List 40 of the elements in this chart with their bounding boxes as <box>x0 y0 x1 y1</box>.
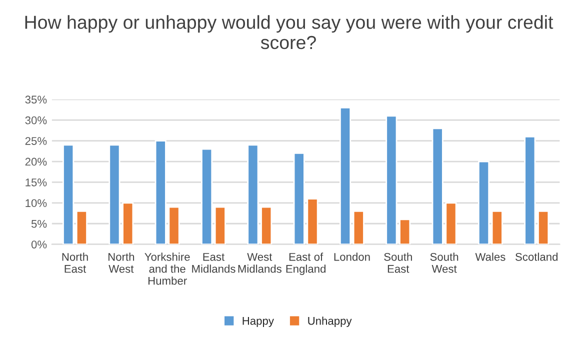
bar <box>352 210 364 244</box>
chart-title: How happy or unhappy would you say you were with your credit score? <box>25 15 554 50</box>
bar <box>340 107 352 244</box>
x-tick-label: North West <box>108 252 134 273</box>
y-tick-label: 25% <box>25 137 47 145</box>
bar <box>108 144 120 244</box>
bar <box>168 206 180 244</box>
x-tick-label: West Midlands <box>238 253 282 273</box>
x-tick-label: South East <box>384 252 412 273</box>
y-tick-label: 30% <box>25 116 47 124</box>
bar <box>154 140 166 244</box>
x-tick-label: East Midlands <box>192 253 236 273</box>
bar <box>214 206 226 244</box>
y-tick-label: 20% <box>25 158 47 166</box>
bar <box>386 115 398 244</box>
bar <box>260 206 272 244</box>
bar <box>247 144 259 244</box>
bar <box>122 202 134 244</box>
bar <box>538 210 550 244</box>
bar <box>524 136 536 244</box>
bar <box>201 148 213 244</box>
y-tick-label: 35% <box>25 96 47 104</box>
x-tick-label: East of England <box>286 252 326 275</box>
bar <box>491 210 503 244</box>
x-tick-label: Scotland <box>515 252 558 261</box>
bar <box>76 210 88 244</box>
x-tick-label: North East <box>62 252 88 273</box>
y-tick-label: 5% <box>31 220 47 228</box>
bar <box>399 218 411 244</box>
bar <box>62 144 74 244</box>
y-tick-label: 15% <box>26 178 47 186</box>
bar <box>478 160 490 244</box>
x-tick-label: Yorkshire and the Humber <box>144 252 190 285</box>
y-tick-label: 10% <box>26 199 47 208</box>
legend-label: Happy <box>242 317 274 327</box>
x-tick-label: Wales <box>475 252 506 261</box>
legend-label: Unhappy <box>308 316 352 327</box>
y-tick-label: 0% <box>31 240 47 248</box>
x-tick-label: London <box>334 252 370 261</box>
x-tick-label: South West <box>430 252 458 273</box>
